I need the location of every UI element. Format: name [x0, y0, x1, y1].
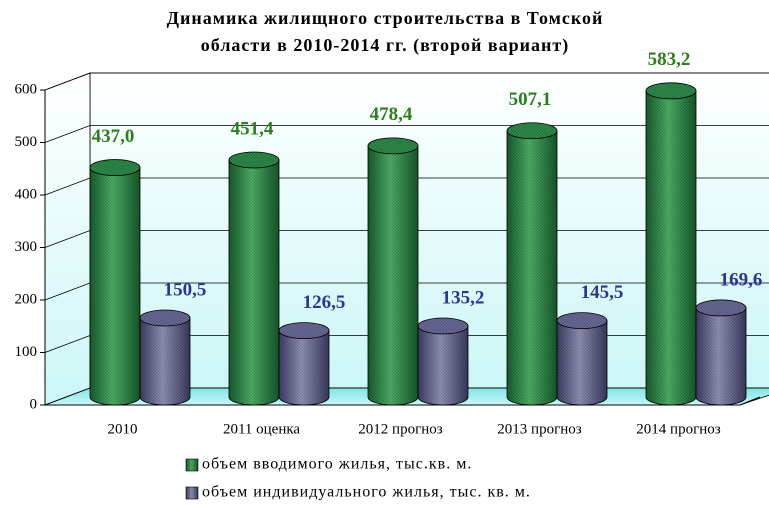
bar	[695, 299, 747, 406]
cylinder-texture	[368, 145, 418, 405]
cylinder-texture	[90, 167, 140, 405]
value-label: 451,4	[231, 118, 274, 139]
cylinder-top-texture	[507, 122, 557, 139]
y-tick-label: 400	[15, 186, 38, 202]
bar	[278, 322, 330, 406]
cylinder-top-texture	[646, 82, 696, 99]
cylinder-top-texture	[557, 312, 607, 329]
cylinder-texture	[646, 90, 696, 405]
y-tick-label: 100	[15, 344, 38, 360]
cylinder-top-texture	[279, 322, 329, 339]
bar	[417, 317, 469, 406]
bar	[556, 312, 608, 406]
bar	[228, 151, 280, 406]
grid-line	[44, 72, 769, 91]
bar	[506, 122, 558, 406]
cylinder-top-texture	[368, 137, 418, 154]
x-tick-label: 2013 прогноз	[497, 421, 581, 437]
y-tick-label: 200	[15, 291, 38, 307]
cylinder-top-texture	[90, 159, 140, 176]
value-label: 507,1	[509, 89, 552, 110]
value-label: 126,5	[303, 292, 346, 313]
value-label: 150,5	[164, 279, 207, 300]
value-label: 145,5	[581, 282, 624, 303]
bar	[89, 159, 141, 406]
cylinder-top-texture	[696, 299, 746, 316]
cylinder-texture	[557, 320, 607, 405]
legend-label: объем индивидуального жилья, тыс. кв. м.	[202, 484, 531, 501]
cylinder-texture	[140, 317, 190, 405]
legend-swatch-texture	[186, 487, 198, 499]
value-label: 135,2	[442, 287, 485, 308]
x-tick-label: 2011 оценка	[223, 421, 300, 437]
chart-title: области в 2010-2014 гг. (второй вариант)	[201, 35, 569, 56]
x-tick-label: 2010	[108, 421, 138, 437]
cylinder-texture	[507, 130, 557, 405]
cylinder-texture	[279, 330, 329, 405]
value-label: 437,0	[92, 126, 135, 147]
cylinder-top-texture	[140, 309, 190, 326]
x-axis-end	[739, 396, 761, 406]
legend-swatch-texture	[186, 459, 198, 471]
cylinder-top-texture	[418, 318, 468, 335]
y-tick-label: 600	[15, 81, 38, 97]
y-tick-label: 0	[30, 396, 38, 412]
y-tick-label: 500	[15, 134, 38, 150]
cylinder-top-texture	[229, 152, 279, 169]
value-label: 478,4	[370, 104, 413, 125]
y-tick-label: 300	[15, 239, 38, 255]
x-tick-label: 2014 прогноз	[636, 421, 720, 437]
value-label: 583,2	[648, 49, 691, 70]
bar	[645, 82, 697, 406]
legend-label: объем вводимого жилья, тыс.кв. м.	[202, 456, 472, 473]
value-label: 169,6	[720, 269, 763, 290]
bar	[139, 309, 191, 406]
cylinder-texture	[418, 326, 468, 405]
cylinder-texture	[696, 307, 746, 405]
bar	[367, 137, 419, 406]
x-tick-label: 2012 прогноз	[358, 421, 442, 437]
grid-line	[44, 125, 769, 143]
cylinder-texture	[229, 160, 279, 405]
chart-title: Динамика жилищного строительства в Томск…	[167, 8, 604, 28]
